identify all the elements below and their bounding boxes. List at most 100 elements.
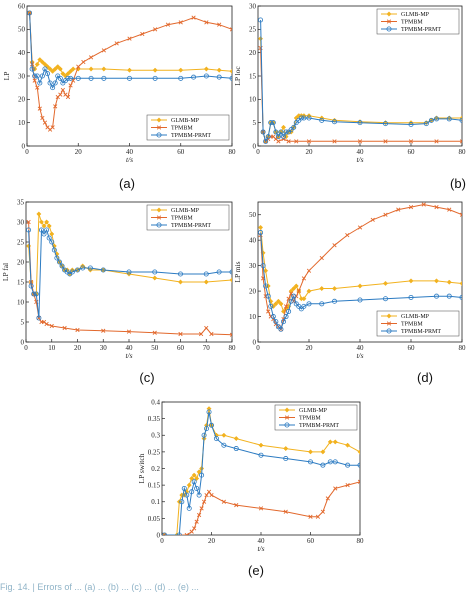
data-point-tpmbm: [76, 64, 81, 69]
data-point-tpmbm: [81, 59, 86, 65]
data-point-glmb-mp: [382, 280, 389, 287]
data-point-tpmbm: [58, 92, 63, 97]
data-point-glmb-mp: [357, 283, 363, 289]
legend-label-tpmbm: TPMBM: [401, 322, 423, 328]
legend-label-glmb-mp: GLMB-MP: [401, 314, 430, 320]
panel-label-d: (d): [417, 370, 433, 385]
data-point-tpmbm-prmt: [52, 80, 58, 86]
y-tick-label: 0.3: [151, 432, 160, 440]
y-tick-label: 50: [18, 26, 26, 34]
data-point-tpmbm: [65, 94, 71, 100]
data-point-tpmbm: [459, 212, 462, 217]
x-tick-label: 20: [74, 344, 82, 352]
y-tick-label: 40: [249, 237, 257, 245]
data-point-tpmbm-prmt: [408, 122, 414, 128]
data-point-tpmbm-prmt: [33, 291, 39, 297]
data-point-glmb-mp: [70, 66, 76, 72]
plot-frame: [161, 401, 361, 536]
legend-marker-tpmbm: [386, 19, 392, 24]
data-point-tpmbm: [199, 506, 204, 511]
data-point-tpmbm-prmt: [268, 120, 274, 126]
data-point-tpmbm: [276, 139, 281, 144]
panel-label-a: (a): [119, 176, 135, 191]
data-point-tpmbm: [209, 331, 214, 337]
data-point-glmb-mp: [229, 277, 232, 283]
data-point-tpmbm: [37, 106, 42, 111]
data-point-glmb-mp: [126, 67, 133, 73]
data-point-tpmbm-prmt: [283, 314, 289, 320]
chart-b: 0 20 40 60 80 0 5 10 15 20 25 30 t/s LP loc GLMB-MP TPM…: [233, 2, 466, 191]
legend-marker-glmb-mp: [156, 207, 162, 213]
data-point-tpmbm-prmt: [199, 472, 205, 478]
data-point-glmb-mp: [44, 64, 51, 70]
data-point-tpmbm: [217, 22, 222, 27]
data-point-tpmbm: [306, 139, 312, 144]
plot-area: [258, 17, 462, 144]
y-tick-label: 0.4: [151, 398, 160, 406]
data-point-glmb-mp: [357, 449, 360, 455]
data-point-tpmbm-prmt: [258, 452, 264, 458]
x-tick-label: 80: [229, 344, 237, 352]
data-point-glmb-mp: [446, 279, 452, 285]
data-point-tpmbm-prmt: [126, 269, 132, 275]
y-tick-label: 35: [17, 198, 25, 206]
data-point-glmb-mp: [37, 57, 43, 63]
legend-label-glmb-mp: GLMB-MP: [171, 118, 200, 124]
data-point-tpmbm-prmt: [263, 138, 269, 144]
y-tick-label: 0.25: [148, 448, 161, 456]
x-tick-label: 20: [306, 344, 314, 352]
x-tick-label: 20: [75, 148, 83, 156]
data-point-tpmbm-prmt: [280, 134, 286, 140]
data-point-tpmbm-prmt: [41, 231, 47, 237]
data-point-glmb-mp: [280, 124, 287, 130]
data-point-tpmbm: [306, 268, 312, 273]
data-point-tpmbm-prmt: [319, 117, 325, 123]
x-tick-label: 0: [160, 537, 164, 545]
legend-label-tpmbm-prmt: TPMBM-PRMT: [171, 223, 211, 229]
data-point-tpmbm: [319, 255, 324, 261]
x-tick-label: 40: [357, 148, 365, 156]
data-point-tpmbm: [408, 204, 414, 210]
y-tick-label: 40: [18, 49, 26, 57]
data-point-tpmbm-prmt: [306, 301, 312, 307]
data-point-tpmbm: [60, 87, 65, 93]
y-tick-label: 20: [18, 96, 26, 104]
data-point-tpmbm-prmt: [382, 121, 388, 127]
x-tick-label: 80: [229, 148, 237, 156]
y-tick-label: 30: [249, 262, 257, 270]
data-point-tpmbm: [357, 479, 360, 484]
data-point-tpmbm: [165, 22, 171, 27]
x-tick-label: 60: [177, 148, 185, 156]
data-point-tpmbm: [88, 55, 94, 60]
y-tick-label: 20: [249, 287, 257, 295]
data-point-tpmbm-prmt: [189, 489, 195, 495]
data-point-tpmbm-prmt: [296, 303, 302, 309]
data-point-tpmbm-prmt: [87, 265, 93, 271]
x-tick-label: 60: [307, 537, 315, 545]
x-tick-label: 10: [48, 344, 56, 352]
data-point-glmb-mp: [216, 67, 222, 73]
x-tick-label: 80: [459, 148, 467, 156]
legend-label-glmb-mp: GLMB-MP: [299, 408, 328, 414]
data-point-tpmbm: [127, 36, 132, 41]
data-point-tpmbm-prmt: [203, 271, 209, 277]
data-point-tpmbm: [221, 499, 226, 504]
data-point-tpmbm-prmt: [75, 75, 81, 81]
data-point-glmb-mp: [233, 436, 239, 442]
data-point-tpmbm-prmt: [49, 239, 55, 245]
data-point-tpmbm-prmt: [408, 294, 414, 300]
data-point-glmb-mp: [68, 68, 74, 74]
plot-area: [26, 211, 232, 337]
legend-marker-glmb-mp: [284, 407, 290, 413]
figure-caption: Fig. 14. | Errors of ... (a) ... (b) ...…: [0, 582, 199, 592]
data-point-tpmbm-prmt: [213, 436, 219, 442]
data-point-glmb-mp: [291, 285, 297, 292]
data-point-tpmbm-prmt: [203, 73, 209, 79]
data-point-tpmbm: [266, 309, 271, 314]
y-axis-label: LP fal: [1, 263, 10, 281]
data-point-tpmbm-prmt: [270, 314, 276, 320]
data-point-tpmbm: [140, 31, 145, 37]
data-point-glmb-mp: [196, 469, 202, 475]
data-point-tpmbm: [320, 509, 325, 514]
panel-label-b: (b): [450, 176, 466, 191]
